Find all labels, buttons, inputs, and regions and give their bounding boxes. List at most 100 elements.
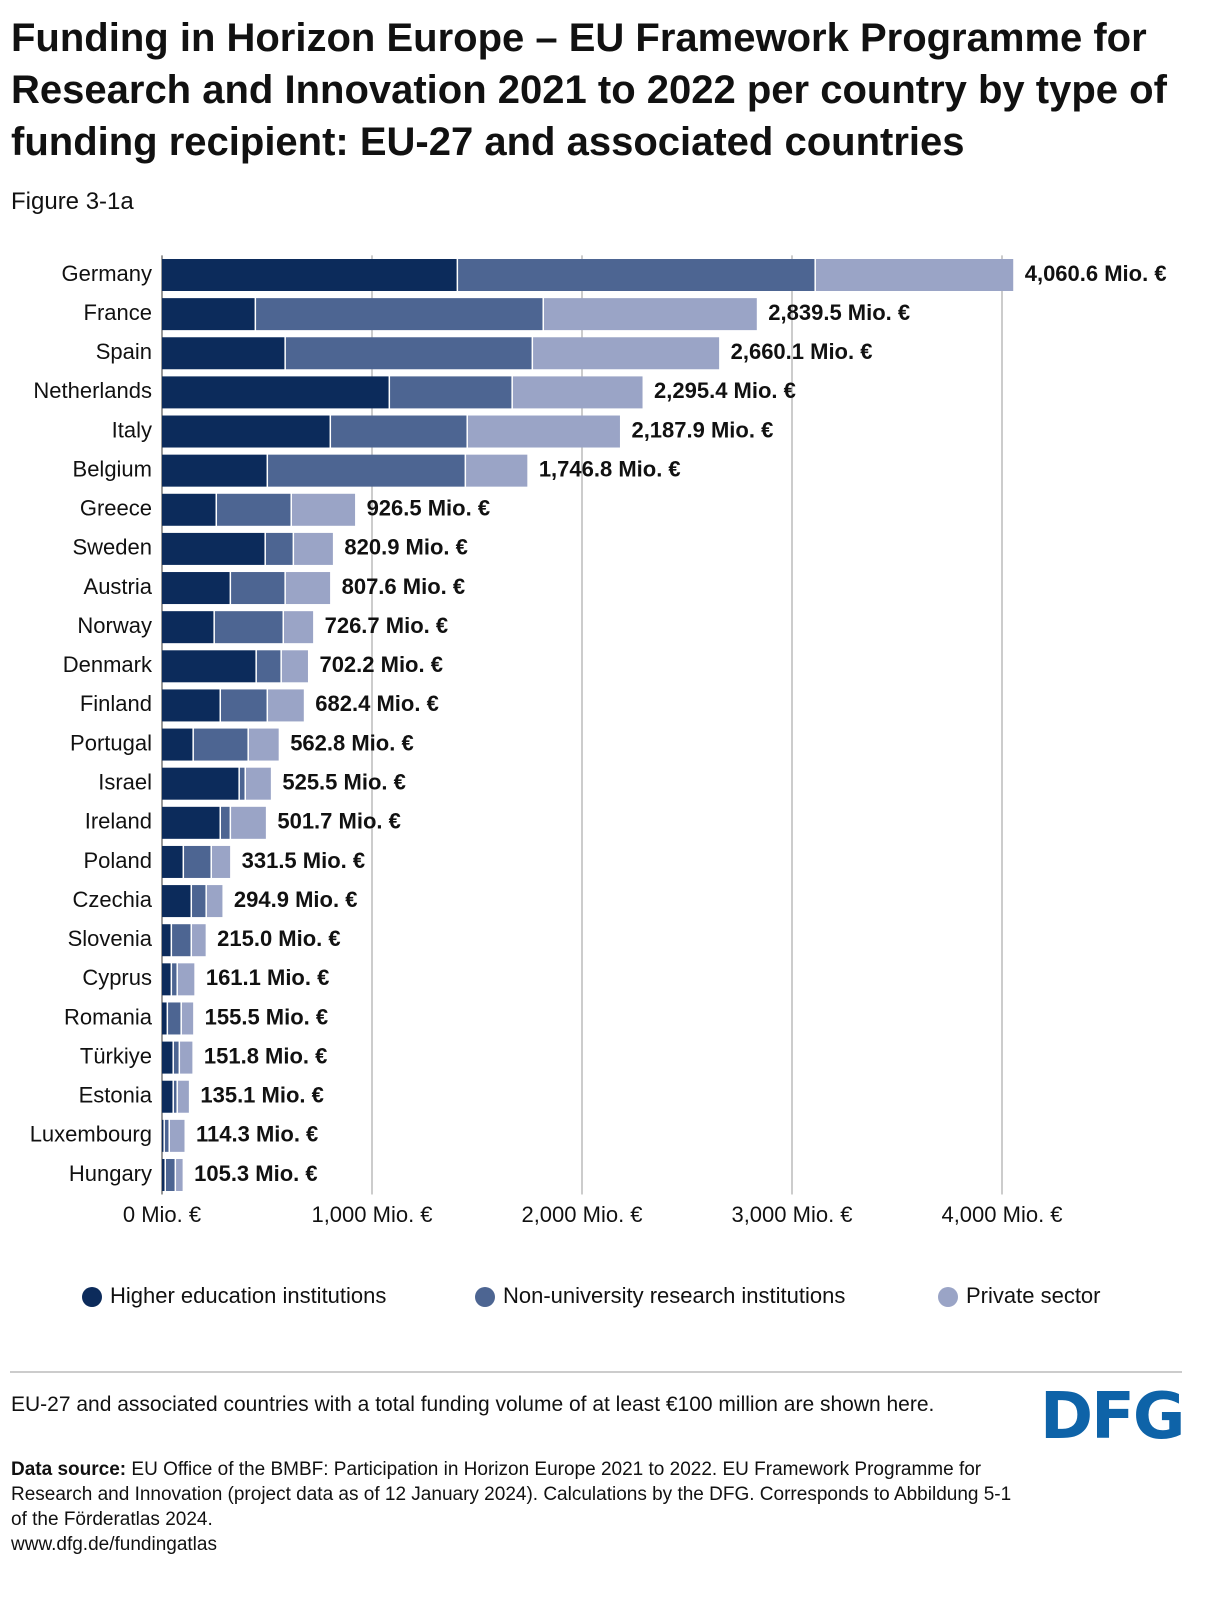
value-label: 2,660.1 Mio. € — [731, 339, 873, 364]
y-tick-label: Denmark — [63, 652, 153, 677]
x-tick-label: 0 Mio. € — [123, 1202, 201, 1227]
value-label: 215.0 Mio. € — [217, 926, 341, 951]
bar-segment — [291, 493, 356, 526]
bar-segment — [192, 885, 206, 918]
bar-segment — [162, 1158, 165, 1191]
value-label: 1,746.8 Mio. € — [539, 456, 681, 481]
bar-segment — [177, 963, 195, 996]
y-tick-label: Belgium — [73, 456, 152, 481]
bar-segment — [172, 963, 177, 996]
x-tick-label: 1,000 Mio. € — [311, 1202, 432, 1227]
bar-segment — [265, 532, 293, 565]
bar-segment — [162, 885, 191, 918]
bar-segment — [162, 924, 171, 957]
y-tick-label: Israel — [98, 770, 152, 795]
value-label: 501.7 Mio. € — [277, 809, 401, 834]
bar-segment — [162, 1119, 164, 1152]
bar-segment — [162, 298, 255, 331]
bar-segment — [512, 376, 643, 409]
bar-segment — [162, 532, 265, 565]
bar-segment — [458, 259, 815, 291]
value-label: 726.7 Mio. € — [325, 613, 449, 638]
bar-segment — [192, 924, 206, 957]
chart-title: Funding in Horizon Europe – EU Framework… — [11, 16, 1167, 164]
url: www.dfg.de/fundingatlas — [11, 1534, 217, 1555]
y-tick-label: Sweden — [72, 535, 152, 560]
value-label: 4,060.6 Mio. € — [1025, 261, 1167, 286]
bar-segment — [211, 845, 231, 878]
y-tick-label: Finland — [80, 691, 152, 716]
bar-segment — [285, 572, 331, 605]
value-label: 155.5 Mio. € — [205, 1004, 329, 1029]
y-tick-label: Italy — [112, 417, 152, 442]
bar-segment — [162, 493, 216, 526]
bar-segment — [162, 806, 220, 839]
chart: 0 Mio. € 1,000 Mio. € 2,000 Mio. € 3,000 Mi… — [30, 255, 1167, 1308]
y-tick-label: Spain — [96, 339, 152, 364]
y-tick-label: Türkiye — [80, 1043, 152, 1068]
value-label: 151.8 Mio. € — [204, 1043, 328, 1068]
legend-marker — [82, 1287, 102, 1307]
value-label: 702.2 Mio. € — [319, 652, 443, 677]
bar-segment — [184, 845, 211, 878]
bar-segment — [543, 298, 757, 331]
legend-marker — [938, 1287, 958, 1307]
value-label: 2,295.4 Mio. € — [654, 378, 796, 403]
bar-segment — [246, 767, 271, 800]
bar-segment — [231, 806, 266, 839]
bar-segment — [217, 493, 291, 526]
bar-segment — [284, 611, 314, 644]
value-label: 294.9 Mio. € — [234, 887, 358, 912]
y-tick-label: Greece — [80, 496, 152, 521]
bar-segment — [256, 298, 543, 331]
legend-label: Non-university research institutions — [503, 1283, 845, 1308]
source-text: EU Office of the BMBF: Participation in … — [11, 1459, 1012, 1530]
bar-segment — [162, 963, 171, 996]
bar-segment — [248, 728, 279, 761]
y-tick-label: Austria — [84, 574, 153, 599]
y-tick-label: Portugal — [70, 730, 152, 755]
y-tick-label: Germany — [62, 261, 152, 286]
legend-label: Private sector — [966, 1283, 1101, 1308]
y-tick-label: Estonia — [79, 1083, 153, 1108]
bar-segment — [181, 1002, 194, 1035]
bar-segment — [162, 650, 256, 683]
value-label: 807.6 Mio. € — [342, 574, 466, 599]
bar-segment — [162, 376, 389, 409]
value-label: 105.3 Mio. € — [194, 1161, 318, 1186]
bar-segment — [466, 454, 528, 487]
value-label: 161.1 Mio. € — [206, 965, 330, 990]
bar-segment — [221, 689, 267, 722]
bar-segment — [231, 572, 285, 605]
value-label: 2,187.9 Mio. € — [631, 417, 773, 442]
legend-marker — [475, 1287, 495, 1307]
bar-segment — [173, 1041, 179, 1074]
y-tick-label: Poland — [83, 848, 152, 873]
y-tick-label: Czechia — [73, 887, 153, 912]
bar-segment — [169, 1119, 185, 1152]
bar-segment — [256, 650, 281, 683]
value-label: 114.3 Mio. € — [196, 1122, 318, 1147]
bar-segment — [162, 689, 220, 722]
bar-segment — [467, 415, 620, 448]
divider — [10, 1371, 1182, 1373]
y-tick-label: Slovenia — [68, 926, 153, 951]
source-label: Data source: — [11, 1459, 127, 1480]
y-tick-label: Norway — [77, 613, 152, 638]
bar-segment — [173, 1080, 177, 1113]
bar-segment — [390, 376, 512, 409]
bar-segment — [162, 337, 285, 370]
bar-segment — [331, 415, 467, 448]
bar-segment — [162, 1002, 167, 1035]
bar-segment — [168, 1002, 181, 1035]
bar-segment — [162, 1041, 173, 1074]
value-label: 525.5 Mio. € — [282, 770, 406, 795]
bar-segment — [214, 611, 283, 644]
bar-segment — [164, 1119, 169, 1152]
value-label: 331.5 Mio. € — [242, 848, 366, 873]
bar-segment — [162, 415, 330, 448]
legend-label: Higher education institutions — [110, 1283, 386, 1308]
bar-segment — [239, 767, 245, 800]
y-tick-label: Cyprus — [82, 965, 152, 990]
value-label: 926.5 Mio. € — [367, 496, 491, 521]
